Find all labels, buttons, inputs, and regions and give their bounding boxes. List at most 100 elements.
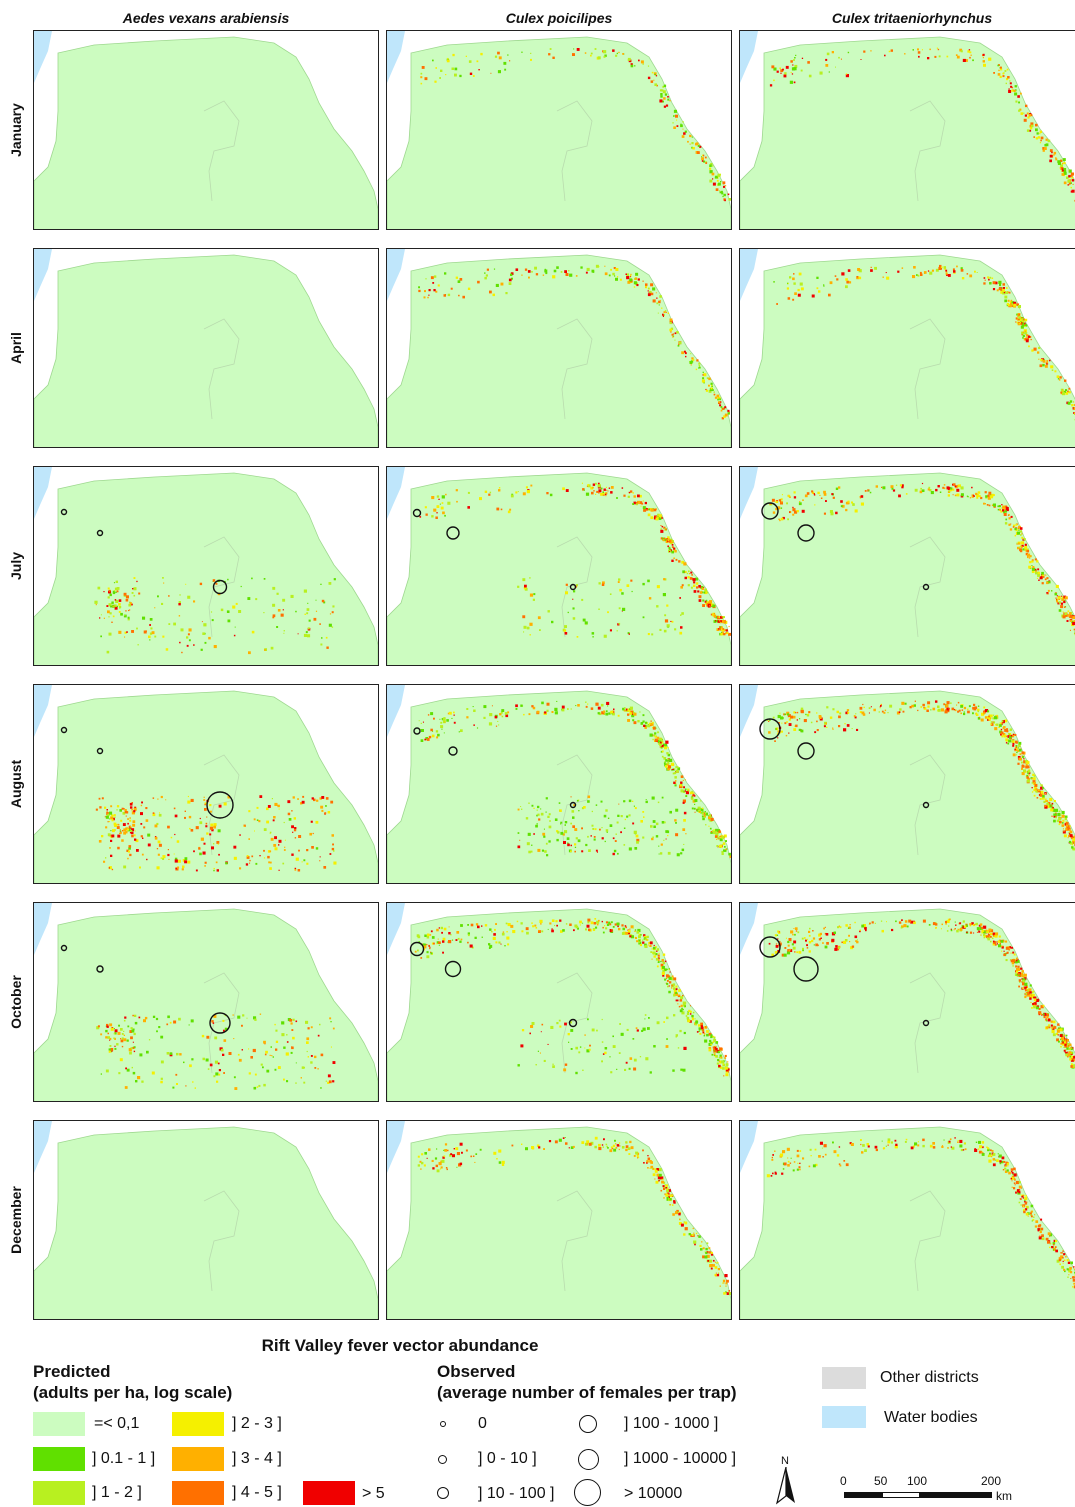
abundance-pixel (1035, 788, 1037, 790)
abundance-pixel (602, 927, 604, 929)
abundance-pixel (823, 928, 825, 930)
abundance-pixel (556, 925, 558, 927)
abundance-pixel (826, 727, 827, 728)
abundance-pixel (630, 580, 632, 582)
abundance-pixel (918, 1141, 919, 1142)
abundance-pixel (839, 712, 841, 714)
abundance-pixel (1008, 1172, 1011, 1175)
abundance-pixel (775, 1173, 777, 1175)
abundance-pixel (1007, 76, 1010, 79)
abundance-pixel (1008, 733, 1009, 734)
abundance-pixel (949, 919, 951, 921)
abundance-pixel (1048, 140, 1051, 143)
abundance-pixel (283, 1079, 285, 1081)
abundance-pixel (665, 1184, 668, 1187)
abundance-pixel (195, 1087, 196, 1088)
abundance-pixel (1049, 160, 1052, 163)
abundance-pixel (658, 802, 660, 804)
abundance-pixel (1070, 1047, 1072, 1049)
abundance-pixel (596, 491, 598, 493)
abundance-pixel (669, 100, 670, 101)
abundance-pixel (283, 1047, 285, 1049)
abundance-pixel (1028, 770, 1031, 773)
abundance-pixel (304, 590, 307, 593)
abundance-pixel (581, 599, 583, 601)
abundance-pixel (1019, 749, 1022, 752)
abundance-pixel (132, 1015, 134, 1017)
abundance-pixel (629, 847, 632, 850)
abundance-pixel (126, 599, 129, 602)
abundance-pixel (871, 267, 872, 268)
abundance-pixel (801, 708, 803, 710)
abundance-pixel (658, 301, 661, 304)
abundance-pixel (108, 833, 111, 836)
abundance-pixel (1025, 1202, 1027, 1204)
abundance-pixel (208, 637, 211, 640)
abundance-pixel (1012, 952, 1014, 954)
abundance-pixel (292, 1037, 295, 1040)
abundance-pixel (430, 729, 433, 732)
abundance-pixel (591, 707, 594, 710)
map-panel (386, 902, 732, 1102)
abundance-pixel (708, 819, 709, 820)
abundance-pixel (649, 1160, 652, 1163)
abundance-pixel (306, 1037, 309, 1040)
abundance-pixel (611, 929, 613, 931)
abundance-pixel (699, 1031, 700, 1032)
abundance-pixel (709, 1260, 712, 1263)
abundance-pixel (311, 846, 314, 849)
abundance-pixel (165, 799, 166, 800)
abundance-pixel (272, 617, 274, 619)
abundance-pixel (852, 946, 854, 948)
abundance-pixel (567, 844, 570, 847)
abundance-pixel (123, 1031, 124, 1032)
abundance-pixel (1041, 137, 1044, 140)
abundance-pixel (263, 1084, 266, 1087)
abundance-pixel (707, 1242, 709, 1244)
abundance-pixel (442, 512, 445, 515)
abundance-pixel (790, 60, 793, 63)
abundance-pixel (234, 1087, 237, 1090)
abundance-pixel (674, 628, 676, 630)
abundance-pixel (434, 81, 436, 83)
abundance-pixel (998, 65, 999, 66)
abundance-pixel (787, 287, 789, 289)
abundance-pixel (447, 1150, 449, 1152)
abundance-pixel (685, 795, 687, 797)
abundance-pixel (263, 1041, 266, 1044)
abundance-pixel (622, 1146, 625, 1149)
abundance-pixel (634, 65, 635, 66)
abundance-pixel (441, 927, 443, 929)
abundance-pixel (774, 1151, 775, 1152)
abundance-pixel (218, 854, 220, 856)
abundance-pixel (288, 813, 291, 816)
abundance-pixel (706, 390, 708, 392)
abundance-pixel (629, 712, 632, 715)
abundance-pixel (1004, 296, 1007, 299)
abundance-pixel (799, 718, 800, 719)
abundance-pixel (712, 1264, 715, 1267)
abundance-pixel (1071, 1063, 1073, 1065)
abundance-pixel (797, 1163, 798, 1164)
abundance-pixel (177, 840, 180, 843)
abundance-pixel (658, 961, 660, 963)
abundance-pixel (609, 1056, 610, 1057)
abundance-pixel (289, 818, 292, 821)
abundance-pixel (1021, 768, 1023, 770)
abundance-pixel (520, 705, 522, 707)
abundance-pixel (729, 626, 730, 627)
abundance-pixel (134, 834, 136, 836)
abundance-pixel (117, 805, 119, 807)
abundance-pixel (793, 67, 796, 70)
abundance-pixel (112, 815, 114, 817)
abundance-pixel (436, 1148, 437, 1149)
abundance-pixel (1037, 351, 1039, 353)
abundance-pixel (224, 1039, 227, 1042)
abundance-pixel (242, 1049, 243, 1050)
abundance-pixel (967, 273, 969, 275)
abundance-pixel (727, 1292, 730, 1295)
abundance-pixel (426, 944, 427, 945)
abundance-pixel (663, 1197, 664, 1198)
abundance-pixel (825, 64, 828, 67)
abundance-pixel (1006, 742, 1007, 743)
